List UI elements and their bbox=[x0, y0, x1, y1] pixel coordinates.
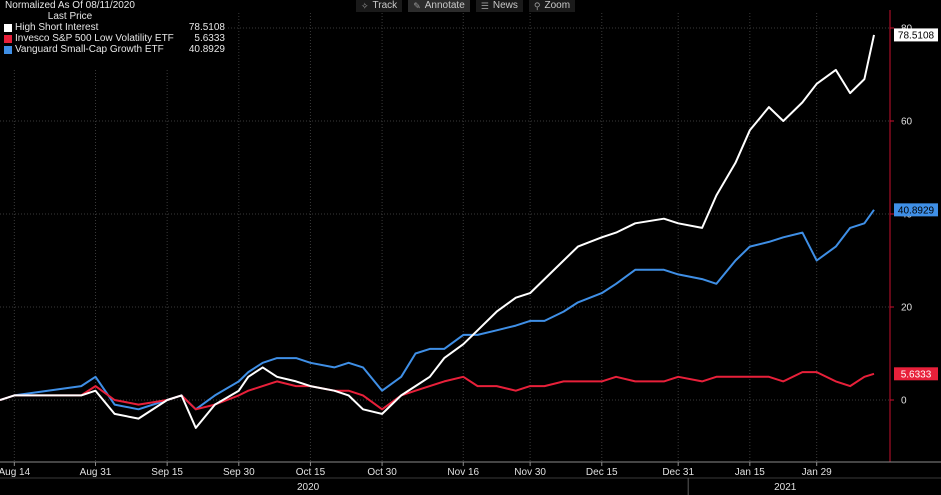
news-label: News bbox=[492, 0, 518, 11]
year-label: 2020 bbox=[297, 482, 320, 493]
x-tick-label: Oct 30 bbox=[367, 467, 397, 478]
x-tick-label: Nov 30 bbox=[514, 467, 546, 478]
zoom-button[interactable]: ⚲ Zoom bbox=[528, 0, 576, 12]
last-value-badge bbox=[894, 203, 938, 217]
legend-item-high-short-interest[interactable]: High Short Interest 78.5108 bbox=[0, 22, 228, 33]
year-label: 2021 bbox=[774, 482, 797, 493]
x-tick-label: Aug 31 bbox=[80, 467, 112, 478]
chart-gridlines bbox=[0, 13, 890, 462]
legend-item-small-cap-growth-etf[interactable]: Vanguard Small-Cap Growth ETF 40.8929 bbox=[0, 44, 228, 55]
legend-last-price-label: Last Price bbox=[47, 11, 93, 22]
legend-item-name: High Short Interest bbox=[15, 22, 99, 33]
x-tick-label: Nov 16 bbox=[447, 467, 479, 478]
x-tick-label: Jan 29 bbox=[802, 467, 832, 478]
legend-item-value: 5.6333 bbox=[194, 33, 225, 44]
y-axis: 020406080 bbox=[889, 10, 913, 462]
chart-series-group bbox=[0, 34, 875, 429]
series-low-volatility-etf bbox=[0, 371, 875, 411]
chart-toolbar: ✧ Track ✎ Annotate ☰ News ⚲ Zoom bbox=[356, 0, 576, 12]
legend-item-low-volatility-etf[interactable]: Invesco S&P 500 Low Volatility ETF 5.633… bbox=[0, 33, 228, 44]
x-tick-label: Aug 14 bbox=[0, 467, 31, 478]
track-button[interactable]: ✧ Track bbox=[356, 0, 403, 12]
legend-item-name: Invesco S&P 500 Low Volatility ETF bbox=[15, 33, 174, 44]
x-tick-label: Oct 15 bbox=[296, 467, 326, 478]
news-button[interactable]: ☰ News bbox=[475, 0, 523, 12]
x-tick-label: Sep 15 bbox=[151, 467, 183, 478]
last-value-badge-text: 5.6333 bbox=[901, 369, 932, 380]
x-tick-label: Jan 15 bbox=[735, 467, 765, 478]
last-value-badge bbox=[894, 28, 938, 42]
last-value-badge bbox=[894, 367, 938, 381]
zoom-label: Zoom bbox=[544, 0, 571, 11]
series-high-short-interest bbox=[0, 34, 875, 429]
last-value-badges: 78.5108 40.8929 5.6333 bbox=[894, 28, 938, 381]
pencil-icon: ✎ bbox=[413, 1, 421, 11]
legend-swatch bbox=[4, 45, 12, 54]
x-tick-label: Dec 15 bbox=[586, 467, 618, 478]
annotate-label: Annotate bbox=[424, 0, 465, 11]
legend-swatch bbox=[4, 23, 12, 32]
legend-normalized-label: Normalized As Of 08/11/2020 bbox=[5, 0, 135, 11]
series-small-cap-growth-etf bbox=[0, 209, 875, 411]
last-value-badge-text: 78.5108 bbox=[898, 30, 935, 41]
crosshair-icon: ✧ bbox=[361, 1, 369, 11]
y-tick-label: 60 bbox=[901, 117, 913, 128]
y-tick-label: 0 bbox=[901, 396, 907, 407]
x-tick-label: Sep 30 bbox=[223, 467, 255, 478]
legend-swatch bbox=[4, 34, 12, 43]
chart-legend: Normalized As Of 08/11/2020 Last Price H… bbox=[0, 0, 228, 70]
last-value-badge-text: 40.8929 bbox=[898, 205, 935, 216]
x-axis: Aug 14 Aug 31 Sep 15 Sep 30 Oct 15 Oct 30 Nov … bbox=[0, 461, 941, 495]
legend-item-name: Vanguard Small-Cap Growth ETF bbox=[15, 44, 164, 55]
legend-item-value: 78.5108 bbox=[188, 22, 225, 33]
legend-item-value: 40.8929 bbox=[188, 44, 225, 55]
y-tick-label: 20 bbox=[901, 303, 913, 314]
magnifier-icon: ⚲ bbox=[533, 1, 541, 11]
x-tick-label: Dec 31 bbox=[662, 467, 694, 478]
track-label: Track bbox=[372, 0, 398, 11]
news-icon: ☰ bbox=[480, 1, 489, 11]
annotate-button[interactable]: ✎ Annotate bbox=[408, 0, 470, 12]
